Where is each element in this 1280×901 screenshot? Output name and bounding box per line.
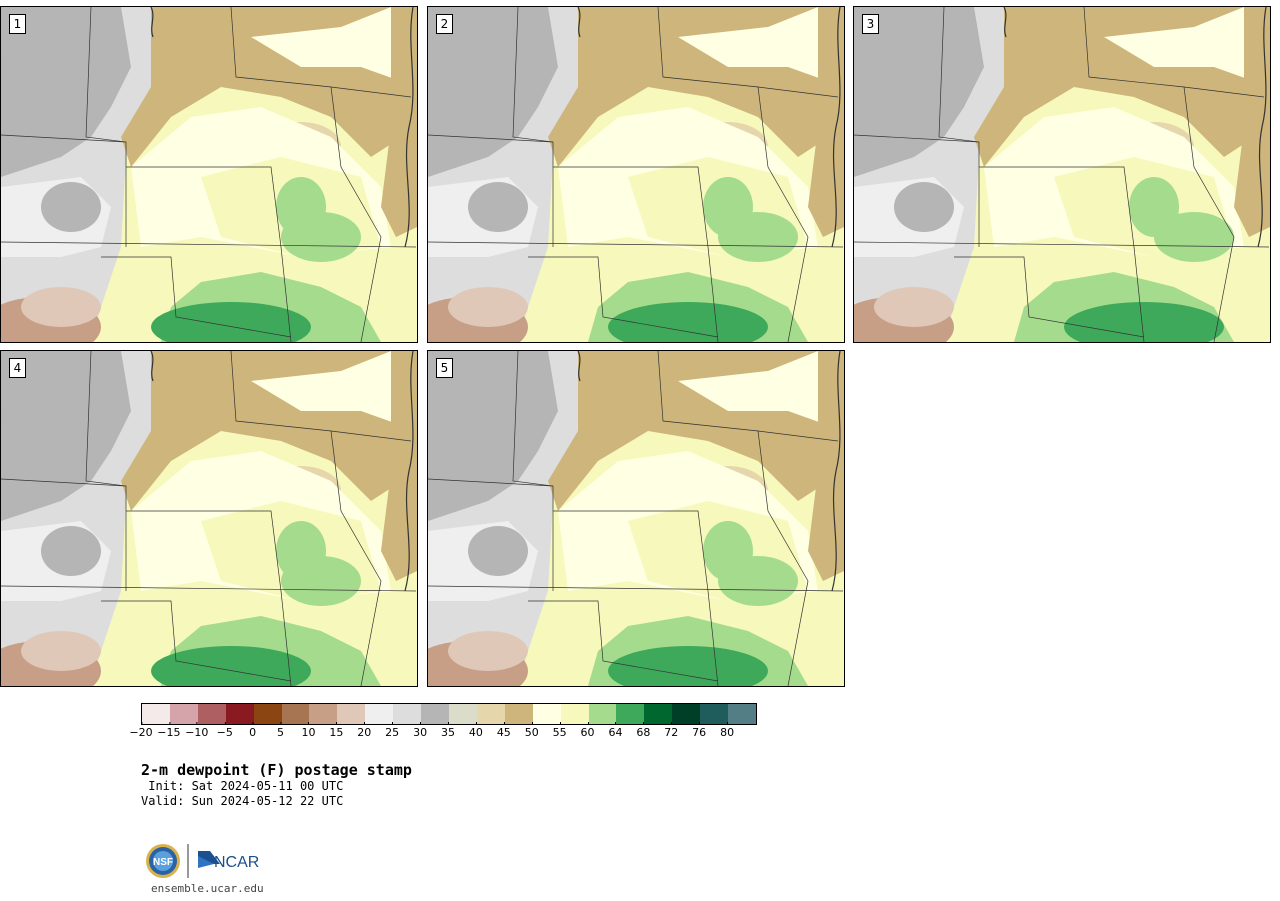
colorbar-tick-label: 72 (664, 722, 679, 739)
panel-number-label: 4 (9, 358, 26, 378)
nsf-ncar-logo: NSF NCAR (144, 842, 274, 882)
colorbar-tick-label: −10 (185, 722, 209, 739)
colorbar-tick-label: 76 (692, 722, 707, 739)
panel-number-label: 5 (436, 358, 453, 378)
colorbar-tick-label: 40 (468, 722, 483, 739)
ensemble-member-panel-5: 5 (427, 350, 845, 687)
colorbar-swatch (253, 704, 282, 724)
colorbar-tick-label: 30 (413, 722, 428, 739)
colorbar-swatch (169, 704, 198, 724)
colorbar-swatch (560, 704, 589, 724)
colorbar-tick-label: 64 (608, 722, 623, 739)
init-time: Init: Sat 2024-05-11 00 UTC (141, 779, 344, 793)
dewpoint-colorbar (141, 703, 757, 725)
colorbar-tick-label: 55 (552, 722, 567, 739)
colorbar-swatch (393, 704, 422, 724)
nsf-ncar-logo-icon: NSF NCAR (146, 844, 259, 878)
dewpoint-map-4 (1, 351, 417, 686)
ensemble-member-panel-1: 1 (0, 6, 418, 343)
colorbar-swatch (700, 704, 729, 724)
colorbar-tick-label: 15 (329, 722, 344, 739)
dewpoint-map-1 (1, 7, 417, 342)
colorbar-tick-label: 68 (636, 722, 651, 739)
colorbar-tick-label: −20 (129, 722, 153, 739)
colorbar-swatch (281, 704, 310, 724)
colorbar-swatch (365, 704, 394, 724)
dewpoint-map-2 (428, 7, 844, 342)
colorbar-tick-label: 35 (441, 722, 455, 739)
dewpoint-map-5 (428, 351, 844, 686)
colorbar-tick-label: 0 (249, 722, 257, 739)
dewpoint-map-3 (854, 7, 1270, 342)
panel-number-label: 3 (862, 14, 879, 34)
valid-time: Valid: Sun 2024-05-12 22 UTC (141, 794, 344, 808)
colorbar-swatch (588, 704, 617, 724)
colorbar-tick-label: −15 (157, 722, 181, 739)
colorbar-tick-label: −5 (216, 722, 233, 739)
colorbar-swatch (421, 704, 449, 724)
colorbar-tick-label: 25 (385, 722, 400, 739)
colorbar-tick-label: 80 (720, 722, 735, 739)
colorbar-tick-label: 5 (277, 722, 285, 739)
ensemble-member-panel-3: 3 (853, 6, 1271, 343)
colorbar-swatch (225, 704, 254, 724)
nsf-logo-text: NSF (153, 857, 173, 868)
colorbar-tick-label: 50 (524, 722, 539, 739)
colorbar-swatch (644, 704, 673, 724)
colorbar-swatch (142, 704, 170, 724)
ensemble-member-panel-4: 4 (0, 350, 418, 687)
ncar-logo-text: NCAR (214, 854, 259, 871)
colorbar-tick-label: 10 (301, 722, 316, 739)
colorbar-swatch (728, 704, 756, 724)
colorbar-swatch (197, 704, 226, 724)
colorbar-swatch (337, 704, 366, 724)
panel-number-label: 1 (9, 14, 26, 34)
colorbar-swatch (616, 704, 645, 724)
chart-title: 2-m dewpoint (F) postage stamp (141, 761, 412, 779)
colorbar-swatch (309, 704, 338, 724)
panel-number-label: 2 (436, 14, 453, 34)
colorbar-tick-label: 60 (580, 722, 595, 739)
colorbar-swatch (672, 704, 701, 724)
ensemble-member-panel-2: 2 (427, 6, 845, 343)
footer-url: ensemble.ucar.edu (151, 882, 264, 895)
colorbar-swatch (448, 704, 477, 724)
colorbar-tick-label: 45 (496, 722, 511, 739)
colorbar-tick-label: 20 (357, 722, 372, 739)
colorbar-swatch (476, 704, 505, 724)
colorbar-swatch (504, 704, 533, 724)
colorbar-swatch (532, 704, 561, 724)
colorbar-tick-labels: −20 −15 −10 −5 0 5 10 15 20 25 30 35 40 45 50 55 60 64 68 7… (129, 722, 755, 742)
